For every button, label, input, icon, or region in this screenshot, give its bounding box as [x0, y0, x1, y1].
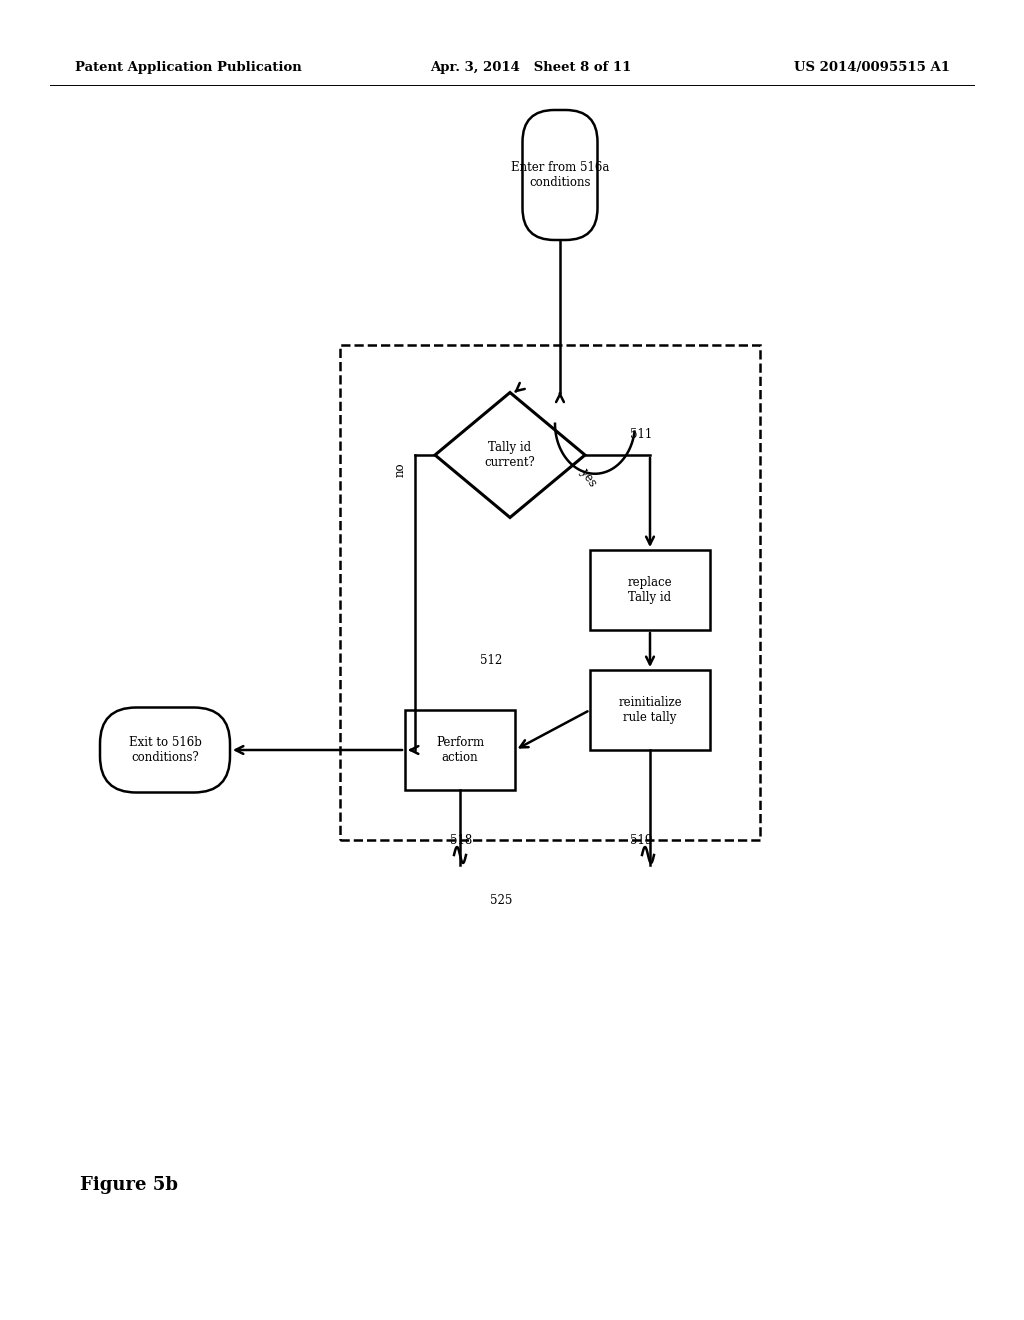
- Text: replace
Tally id: replace Tally id: [628, 576, 673, 605]
- Text: no: no: [393, 463, 407, 478]
- Polygon shape: [435, 392, 585, 517]
- Text: US 2014/0095515 A1: US 2014/0095515 A1: [794, 62, 950, 74]
- FancyBboxPatch shape: [522, 110, 597, 240]
- Bar: [340, 345, 760, 840]
- Bar: [590, 550, 710, 630]
- Text: 519: 519: [630, 833, 652, 846]
- Text: Tally id
current?: Tally id current?: [484, 441, 536, 469]
- Text: 525: 525: [490, 894, 512, 907]
- Text: 512: 512: [480, 653, 502, 667]
- Text: Patent Application Publication: Patent Application Publication: [75, 62, 302, 74]
- Text: Figure 5b: Figure 5b: [80, 1176, 178, 1195]
- Bar: [590, 671, 710, 750]
- Text: 518: 518: [450, 833, 472, 846]
- Text: Apr. 3, 2014   Sheet 8 of 11: Apr. 3, 2014 Sheet 8 of 11: [430, 62, 632, 74]
- Text: 511: 511: [630, 429, 652, 441]
- Text: Exit to 516b
conditions?: Exit to 516b conditions?: [129, 737, 202, 764]
- FancyBboxPatch shape: [100, 708, 230, 792]
- Text: yes: yes: [577, 465, 599, 488]
- Text: Enter from 516a
conditions: Enter from 516a conditions: [511, 161, 609, 189]
- Text: Perform
action: Perform action: [436, 737, 484, 764]
- Bar: [406, 710, 515, 789]
- Text: reinitialize
rule tally: reinitialize rule tally: [618, 696, 682, 723]
